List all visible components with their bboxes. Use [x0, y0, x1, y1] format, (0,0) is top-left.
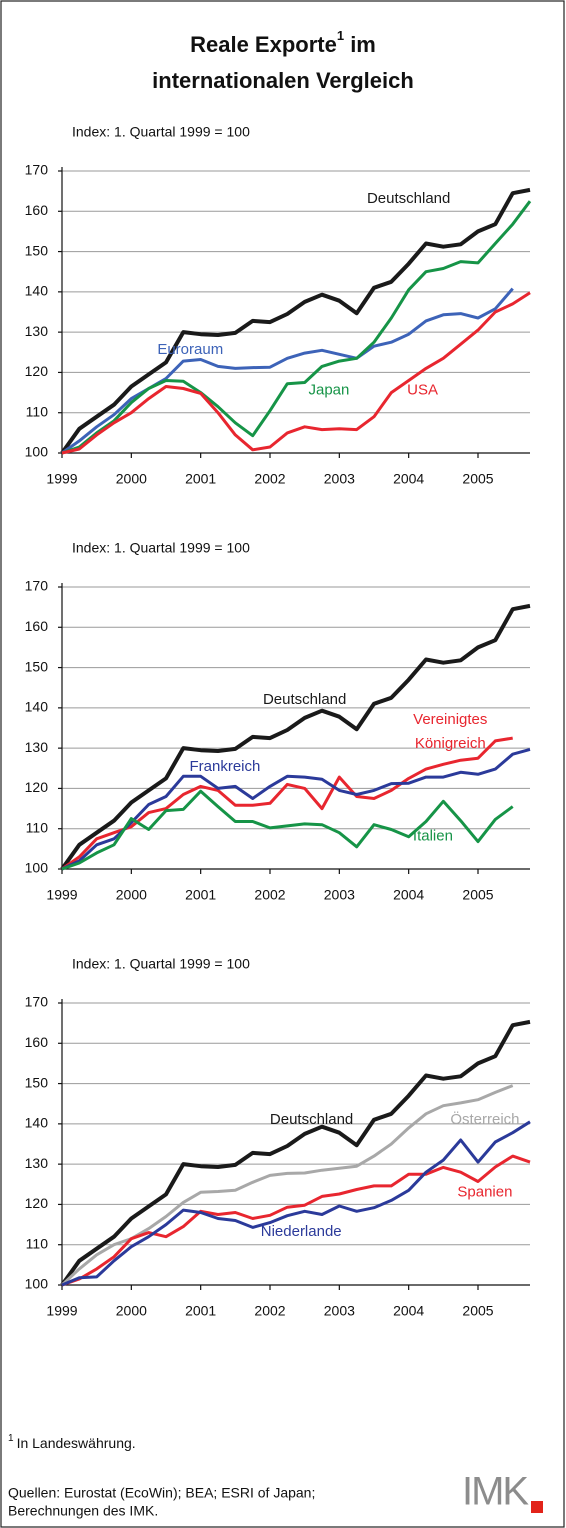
x-tick-label: 1999 [46, 471, 77, 487]
y-tick-label: 100 [25, 444, 49, 460]
series-line [61, 287, 514, 455]
sources-line: Berechnungen des IMK. [8, 1503, 158, 1519]
series-line [61, 291, 531, 455]
x-tick-label: 2003 [324, 1303, 355, 1319]
logo: IMK [462, 1470, 529, 1514]
y-tick-label: 100 [25, 860, 49, 876]
series-label: Japan [308, 382, 349, 399]
series-label: Deutschland [263, 691, 346, 708]
logo-dot [531, 1501, 543, 1513]
title-line-2: internationalen Vergleich [152, 68, 414, 93]
chart-subtitle: Index: 1. Quartal 1999 = 100 [72, 540, 250, 556]
series-line [61, 1120, 531, 1287]
y-tick-label: 150 [25, 242, 49, 258]
y-tick-label: 160 [25, 618, 49, 634]
y-tick-label: 140 [25, 283, 49, 299]
y-tick-label: 120 [25, 1195, 49, 1211]
x-tick-label: 1999 [46, 1303, 77, 1319]
series-label: USA [407, 382, 438, 399]
y-tick-label: 160 [25, 202, 49, 218]
series-line [61, 789, 514, 871]
x-tick-label: 2002 [254, 1303, 285, 1319]
y-tick-label: 110 [26, 403, 49, 419]
title-footnote-mark: 1 [337, 28, 344, 43]
y-tick-label: 170 [25, 162, 49, 178]
series-label: Frankreich [190, 758, 261, 775]
chart-subtitle: Index: 1. Quartal 1999 = 100 [72, 956, 250, 972]
series-label: Niederlande [261, 1223, 342, 1240]
x-tick-label: 2000 [116, 887, 147, 903]
x-tick-label: 1999 [46, 887, 77, 903]
y-tick-label: 150 [25, 1074, 49, 1090]
series-label: Vereinigtes Königreich [413, 711, 487, 752]
title-line-1: Reale Exporte1 im [190, 28, 376, 56]
series-label: Italien [413, 828, 453, 845]
title-text: im [344, 32, 376, 57]
x-tick-label: 2001 [185, 887, 216, 903]
series-label: Deutschland [270, 1111, 353, 1128]
y-tick-label: 150 [25, 658, 49, 674]
footnote-text: In Landeswährung. [17, 1435, 136, 1451]
x-tick-label: 2002 [254, 887, 285, 903]
x-tick-label: 2005 [462, 471, 493, 487]
x-tick-label: 2002 [254, 471, 285, 487]
y-tick-label: 130 [25, 323, 49, 339]
x-tick-label: 2003 [324, 471, 355, 487]
y-tick-label: 160 [25, 1034, 49, 1050]
chart-subtitle: Index: 1. Quartal 1999 = 100 [72, 124, 250, 140]
series-label: Deutschland [367, 190, 450, 207]
x-tick-label: 2001 [185, 471, 216, 487]
title-text: Reale Exporte [190, 32, 337, 57]
y-tick-label: 110 [26, 819, 49, 835]
x-tick-label: 2000 [116, 1303, 147, 1319]
y-tick-label: 110 [26, 1235, 49, 1251]
x-tick-label: 2004 [393, 887, 424, 903]
sources-line: Quellen: Eurostat (EcoWin); BEA; ESRI of… [8, 1485, 315, 1501]
y-tick-label: 130 [25, 1155, 49, 1171]
series-label: Euroraum [157, 341, 223, 358]
series-line [61, 200, 532, 455]
x-tick-label: 2003 [324, 887, 355, 903]
x-tick-label: 2005 [462, 887, 493, 903]
y-tick-label: 140 [25, 699, 49, 715]
series-label-part: Vereinigtes [413, 711, 487, 728]
series-label: Spanien [457, 1183, 512, 1200]
x-tick-label: 2005 [462, 1303, 493, 1319]
footnote-mark: 1 [8, 1433, 14, 1444]
x-tick-label: 2004 [393, 471, 424, 487]
series-line [60, 603, 531, 871]
series-line [60, 1019, 531, 1287]
y-tick-label: 120 [25, 363, 49, 379]
x-tick-label: 2000 [116, 471, 147, 487]
series-label-part: Königreich [415, 735, 486, 752]
footnote: 1 In Landeswährung. [8, 1433, 136, 1451]
series-line [61, 1154, 531, 1287]
y-tick-label: 120 [25, 779, 49, 795]
y-tick-label: 170 [25, 578, 49, 594]
series-line [60, 187, 531, 455]
x-tick-label: 2004 [393, 1303, 424, 1319]
y-tick-label: 130 [25, 739, 49, 755]
y-tick-label: 170 [25, 994, 49, 1010]
series-label: Österreich [450, 1110, 519, 1128]
series-line [61, 747, 531, 871]
y-tick-label: 100 [25, 1276, 49, 1292]
x-tick-label: 2001 [185, 1303, 216, 1319]
y-tick-label: 140 [25, 1115, 49, 1131]
